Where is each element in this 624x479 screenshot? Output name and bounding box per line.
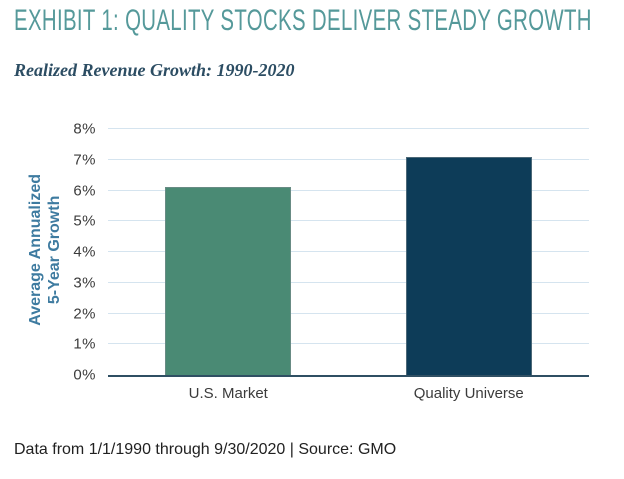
y-tick-label: 8%: [73, 120, 96, 138]
x-category-label-u-s-market: U.S. Market: [188, 385, 268, 402]
y-tick-label: 1%: [73, 335, 96, 353]
gridline: [108, 312, 589, 314]
source-note: Data from 1/1/1990 through 9/30/2020 | S…: [14, 441, 397, 458]
bar-quality-universe: [405, 156, 532, 375]
bar-u-s-market: [165, 187, 292, 375]
exhibit-title: EXHIBIT 1: QUALITY STOCKS DELIVER STEADY…: [14, 4, 592, 37]
y-tick-label: 5%: [73, 212, 96, 230]
y-tick-label: 0%: [73, 366, 96, 384]
y-tick-label: 7%: [73, 151, 96, 169]
x-axis-labels: U.S. Market Quality Universe: [108, 385, 589, 407]
gridline: [108, 189, 589, 191]
gridline: [108, 128, 589, 129]
y-tick-label: 4%: [73, 243, 96, 261]
gridline: [108, 251, 589, 252]
y-tick-label: 2%: [73, 305, 96, 322]
chart-subtitle: Realized Revenue Growth: 1990-2020: [14, 60, 295, 80]
y-tick-label: 6%: [73, 182, 96, 199]
gridline: [108, 343, 589, 345]
x-category-label-quality-universe: Quality Universe: [413, 385, 524, 402]
gridline: [108, 158, 589, 160]
plot-area: [108, 128, 589, 377]
gridline: [108, 220, 589, 222]
gridline: [108, 281, 589, 283]
y-axis-ticks: 0% 1% 2% 3% 4% 5% 6% 7% 8%: [0, 121, 96, 384]
y-tick-label: 3%: [73, 274, 96, 292]
